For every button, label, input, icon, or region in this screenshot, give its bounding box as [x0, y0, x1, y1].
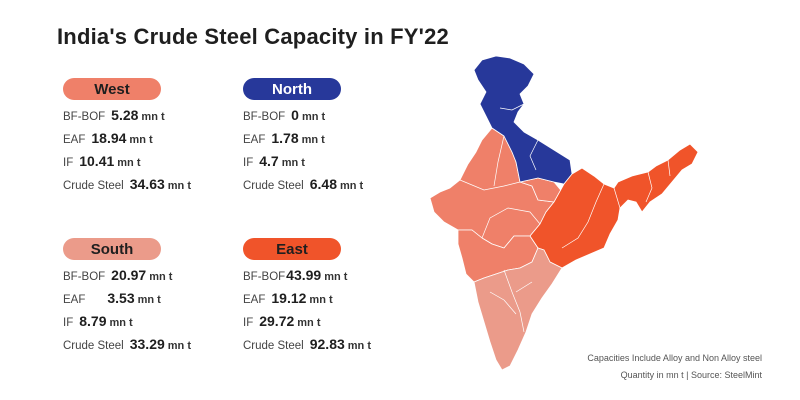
west-bfbof-row: BF-BOF 5.28 mn t [63, 104, 238, 127]
row-value: 43.99 [286, 267, 322, 283]
row-label: Crude Steel [243, 180, 304, 192]
row-value: 29.72 [259, 313, 295, 329]
row-value: 10.41 [79, 153, 115, 169]
row-value: 34.63 [129, 176, 165, 192]
north-if-row: IF 4.7 mn t [243, 150, 418, 173]
row-unit: mn t [137, 294, 161, 306]
east-eaf-row: EAF 19.12 mn t [243, 287, 418, 310]
south-eaf-row: EAF 3.53 mn t [63, 287, 238, 310]
row-unit: mn t [117, 157, 141, 169]
row-label: IF [243, 317, 254, 329]
south-if-row: IF 8.79 mn t [63, 310, 238, 333]
region-south-label: South [63, 238, 161, 260]
row-value: 1.78 [271, 130, 299, 146]
row-label: Crude Steel [63, 180, 124, 192]
region-south: South BF-BOF 20.97 mn t EAF 3.53 mn t IF 8.79… [63, 238, 238, 356]
row-value: 8.79 [79, 313, 107, 329]
row-unit: mn t [297, 317, 321, 329]
row-unit: mn t [301, 134, 325, 146]
footnote-capacity: Capacities Include Alloy and Non Alloy s… [587, 353, 762, 363]
row-unit: mn t [141, 111, 165, 123]
row-label: BF-BOF [63, 111, 106, 123]
row-label: Crude Steel [243, 340, 304, 352]
map-region-south [473, 247, 563, 371]
row-label: EAF [63, 294, 86, 306]
west-crude-row: Crude Steel 34.63 mn t [63, 173, 238, 196]
row-unit: mn t [324, 271, 348, 283]
india-region-map [429, 55, 699, 371]
row-unit: mn t [167, 340, 192, 352]
row-label: EAF [243, 294, 266, 306]
south-crude-row: Crude Steel 33.29 mn t [63, 333, 238, 356]
row-label: EAF [63, 134, 86, 146]
region-west-label: West [63, 78, 161, 100]
row-value: 0 [291, 107, 299, 123]
row-unit: mn t [149, 271, 173, 283]
row-value: 20.97 [111, 267, 147, 283]
row-value: 6.48 [309, 176, 337, 192]
row-unit: mn t [281, 157, 305, 169]
row-label: IF [63, 317, 74, 329]
east-crude-row: Crude Steel 92.83 mn t [243, 333, 418, 356]
row-unit: mn t [347, 340, 372, 352]
region-north-label: North [243, 78, 341, 100]
row-value: 19.12 [271, 290, 307, 306]
row-label: BF-BOF [63, 271, 106, 283]
row-value: 3.53 [107, 290, 135, 306]
region-east: East BF-BOF 43.99 mn t EAF 19.12 mn t IF 29.7… [243, 238, 418, 356]
row-value: 92.83 [309, 336, 345, 352]
north-crude-row: Crude Steel 6.48 mn t [243, 173, 418, 196]
row-unit: mn t [129, 134, 153, 146]
west-if-row: IF 10.41 mn t [63, 150, 238, 173]
row-label: BF-BOF [243, 271, 286, 283]
row-label: EAF [243, 134, 266, 146]
chart-title: India's Crude Steel Capacity in FY'22 [57, 24, 449, 49]
row-label: BF-BOF [243, 111, 286, 123]
state-borders [459, 103, 671, 333]
region-east-label: East [243, 238, 341, 260]
north-eaf-row: EAF 1.78 mn t [243, 127, 418, 150]
row-value: 33.29 [129, 336, 165, 352]
north-bfbof-row: BF-BOF 0 mn t [243, 104, 418, 127]
row-unit: mn t [309, 294, 333, 306]
row-label: IF [63, 157, 74, 169]
row-unit: mn t [167, 180, 192, 192]
west-eaf-row: EAF 18.94 mn t [63, 127, 238, 150]
east-if-row: IF 29.72 mn t [243, 310, 418, 333]
row-unit: mn t [339, 180, 364, 192]
row-label: Crude Steel [63, 340, 124, 352]
row-unit: mn t [301, 111, 326, 123]
row-label: IF [243, 157, 254, 169]
region-north: North BF-BOF 0 mn t EAF 1.78 mn t IF 4.7 mn t … [243, 78, 418, 196]
row-value: 4.7 [259, 153, 279, 169]
south-bfbof-row: BF-BOF 20.97 mn t [63, 264, 238, 287]
row-unit: mn t [109, 317, 133, 329]
footnote-source: Quantity in mn t | Source: SteelMint [620, 370, 762, 380]
row-value: 5.28 [111, 107, 139, 123]
region-west: West BF-BOF 5.28 mn t EAF 18.94 mn t IF 10.41… [63, 78, 238, 196]
row-value: 18.94 [91, 130, 127, 146]
east-bfbof-row: BF-BOF 43.99 mn t [243, 264, 418, 287]
